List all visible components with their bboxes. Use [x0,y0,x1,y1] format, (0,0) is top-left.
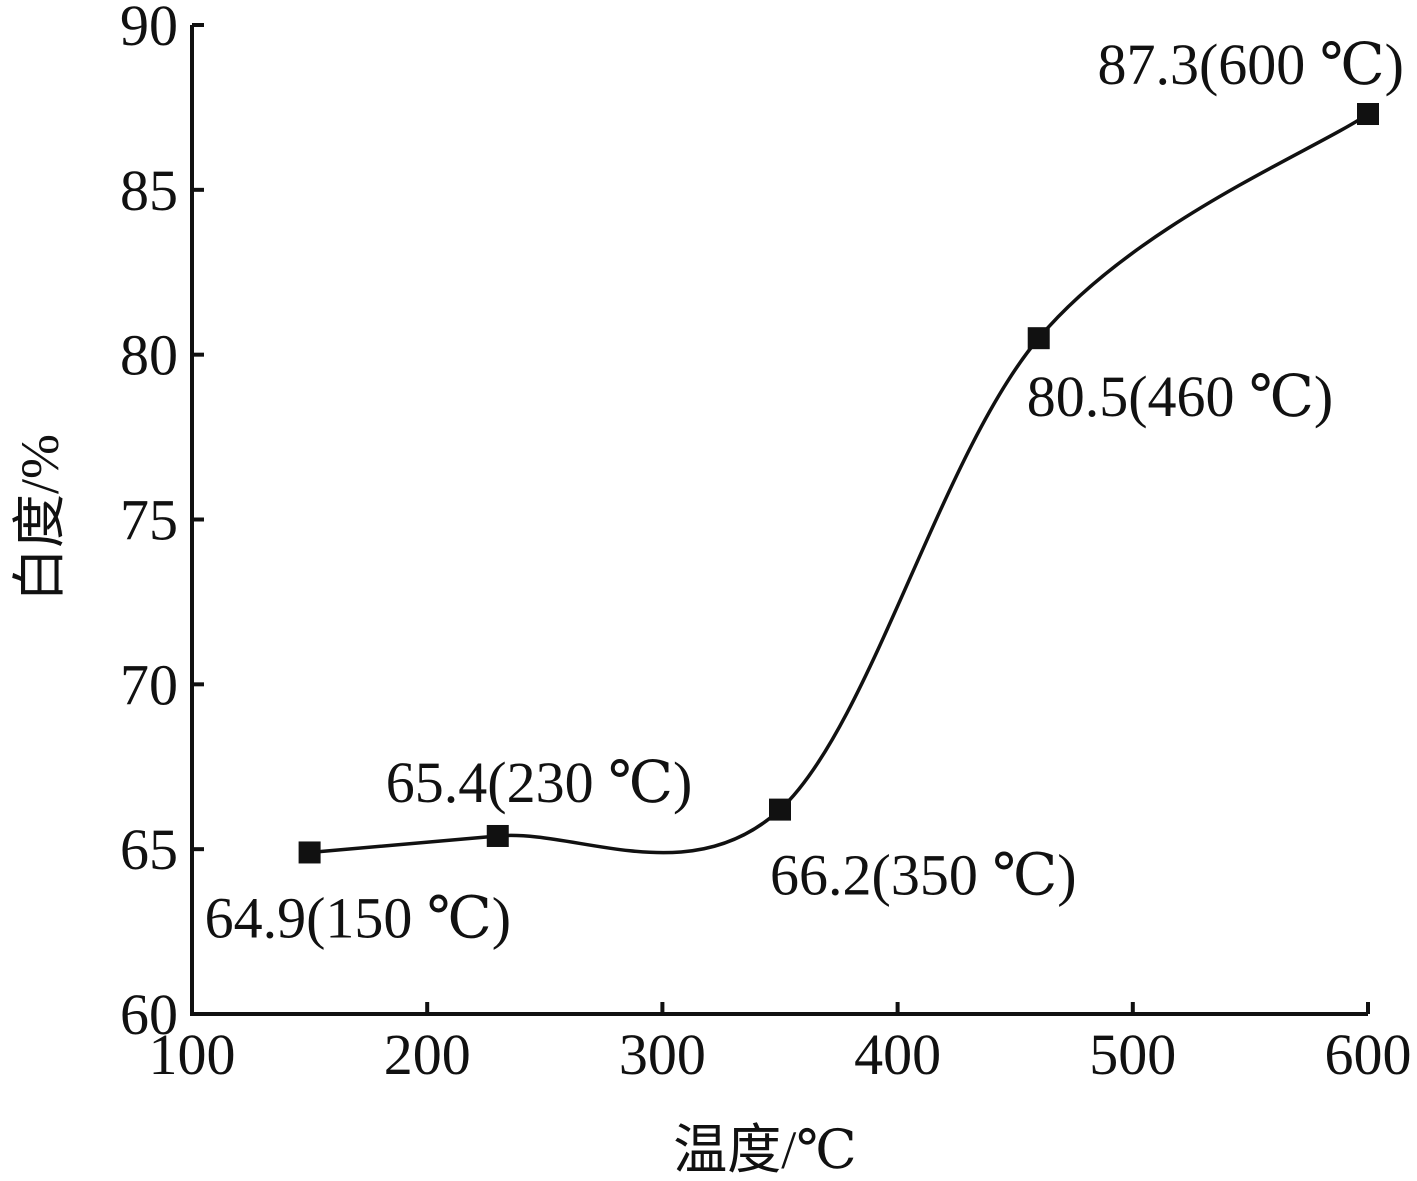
y-axis-title: 白度/% [10,434,70,602]
data-point-label: 87.3(600 ℃) [1097,32,1404,97]
x-axis-ticks: 100 200 300 400 500 600 [149,1002,1412,1087]
data-point-label: 66.2(350 ℃) [770,843,1077,908]
x-tick-label: 400 [854,1022,941,1087]
series-line [309,112,1369,855]
y-tick-label: 65 [120,817,178,882]
series-layer [298,103,1379,864]
y-tick-label: 75 [120,488,178,553]
y-tick-label: 90 [120,0,178,58]
x-tick-label: 500 [1089,1022,1176,1087]
y-tick-label: 85 [120,158,178,223]
data-point-marker [769,798,791,821]
x-tick-label: 100 [149,1022,236,1087]
data-point-marker [298,841,321,864]
y-tick-label: 80 [120,323,178,388]
data-point-marker [486,824,509,847]
data-point-label: 65.4(230 ℃) [386,750,693,815]
y-tick-label: 70 [120,652,178,717]
x-tick-label: 300 [619,1022,706,1087]
y-tick-label: 60 [120,982,178,1047]
data-point-marker [1027,327,1050,350]
x-tick-label: 600 [1325,1022,1412,1087]
x-axis-title: 温度/℃ [673,1120,856,1180]
data-point-label: 80.5(460 ℃) [1027,364,1334,429]
y-axis-ticks: 60 65 70 75 80 85 90 [120,0,204,1047]
annotation-layer: 64.9(150 ℃) 65.4(230 ℃) 66.2(350 ℃) 80.5(46… [205,32,1404,950]
x-tick-label: 200 [384,1022,471,1087]
data-point-label: 64.9(150 ℃) [205,885,512,950]
data-point-marker [1357,103,1379,126]
